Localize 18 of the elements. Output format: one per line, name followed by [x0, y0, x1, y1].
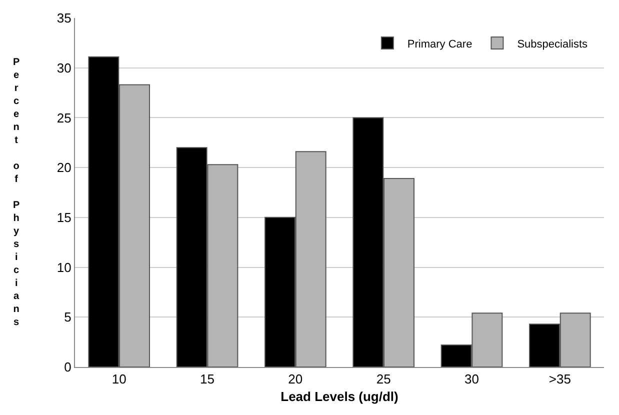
y-tick-label: 20 — [56, 160, 72, 176]
legend-label: Primary Care — [407, 38, 472, 50]
x-tick-label: >35 — [548, 372, 571, 387]
x-tick-label: 20 — [288, 372, 303, 387]
x-tick-label: 10 — [112, 372, 126, 387]
x-axis-title: Lead Levels (ug/dl) — [280, 389, 398, 404]
x-tick-label: 15 — [200, 372, 214, 387]
y-tick-label: 10 — [56, 260, 72, 275]
y-tick-label: 0 — [64, 360, 72, 375]
x-tick-label: 30 — [464, 372, 479, 387]
y-tick-label: 25 — [56, 110, 72, 126]
x-tick-label: 25 — [376, 372, 391, 387]
text: Percent of Physicians — [13, 57, 20, 328]
y-tick-label: 35 — [56, 10, 72, 26]
y-tick-label: 15 — [56, 210, 72, 225]
legend-label: Subspecialists — [517, 38, 588, 50]
y-tick-label: 30 — [56, 60, 72, 76]
y-tick-label: 5 — [64, 310, 72, 325]
